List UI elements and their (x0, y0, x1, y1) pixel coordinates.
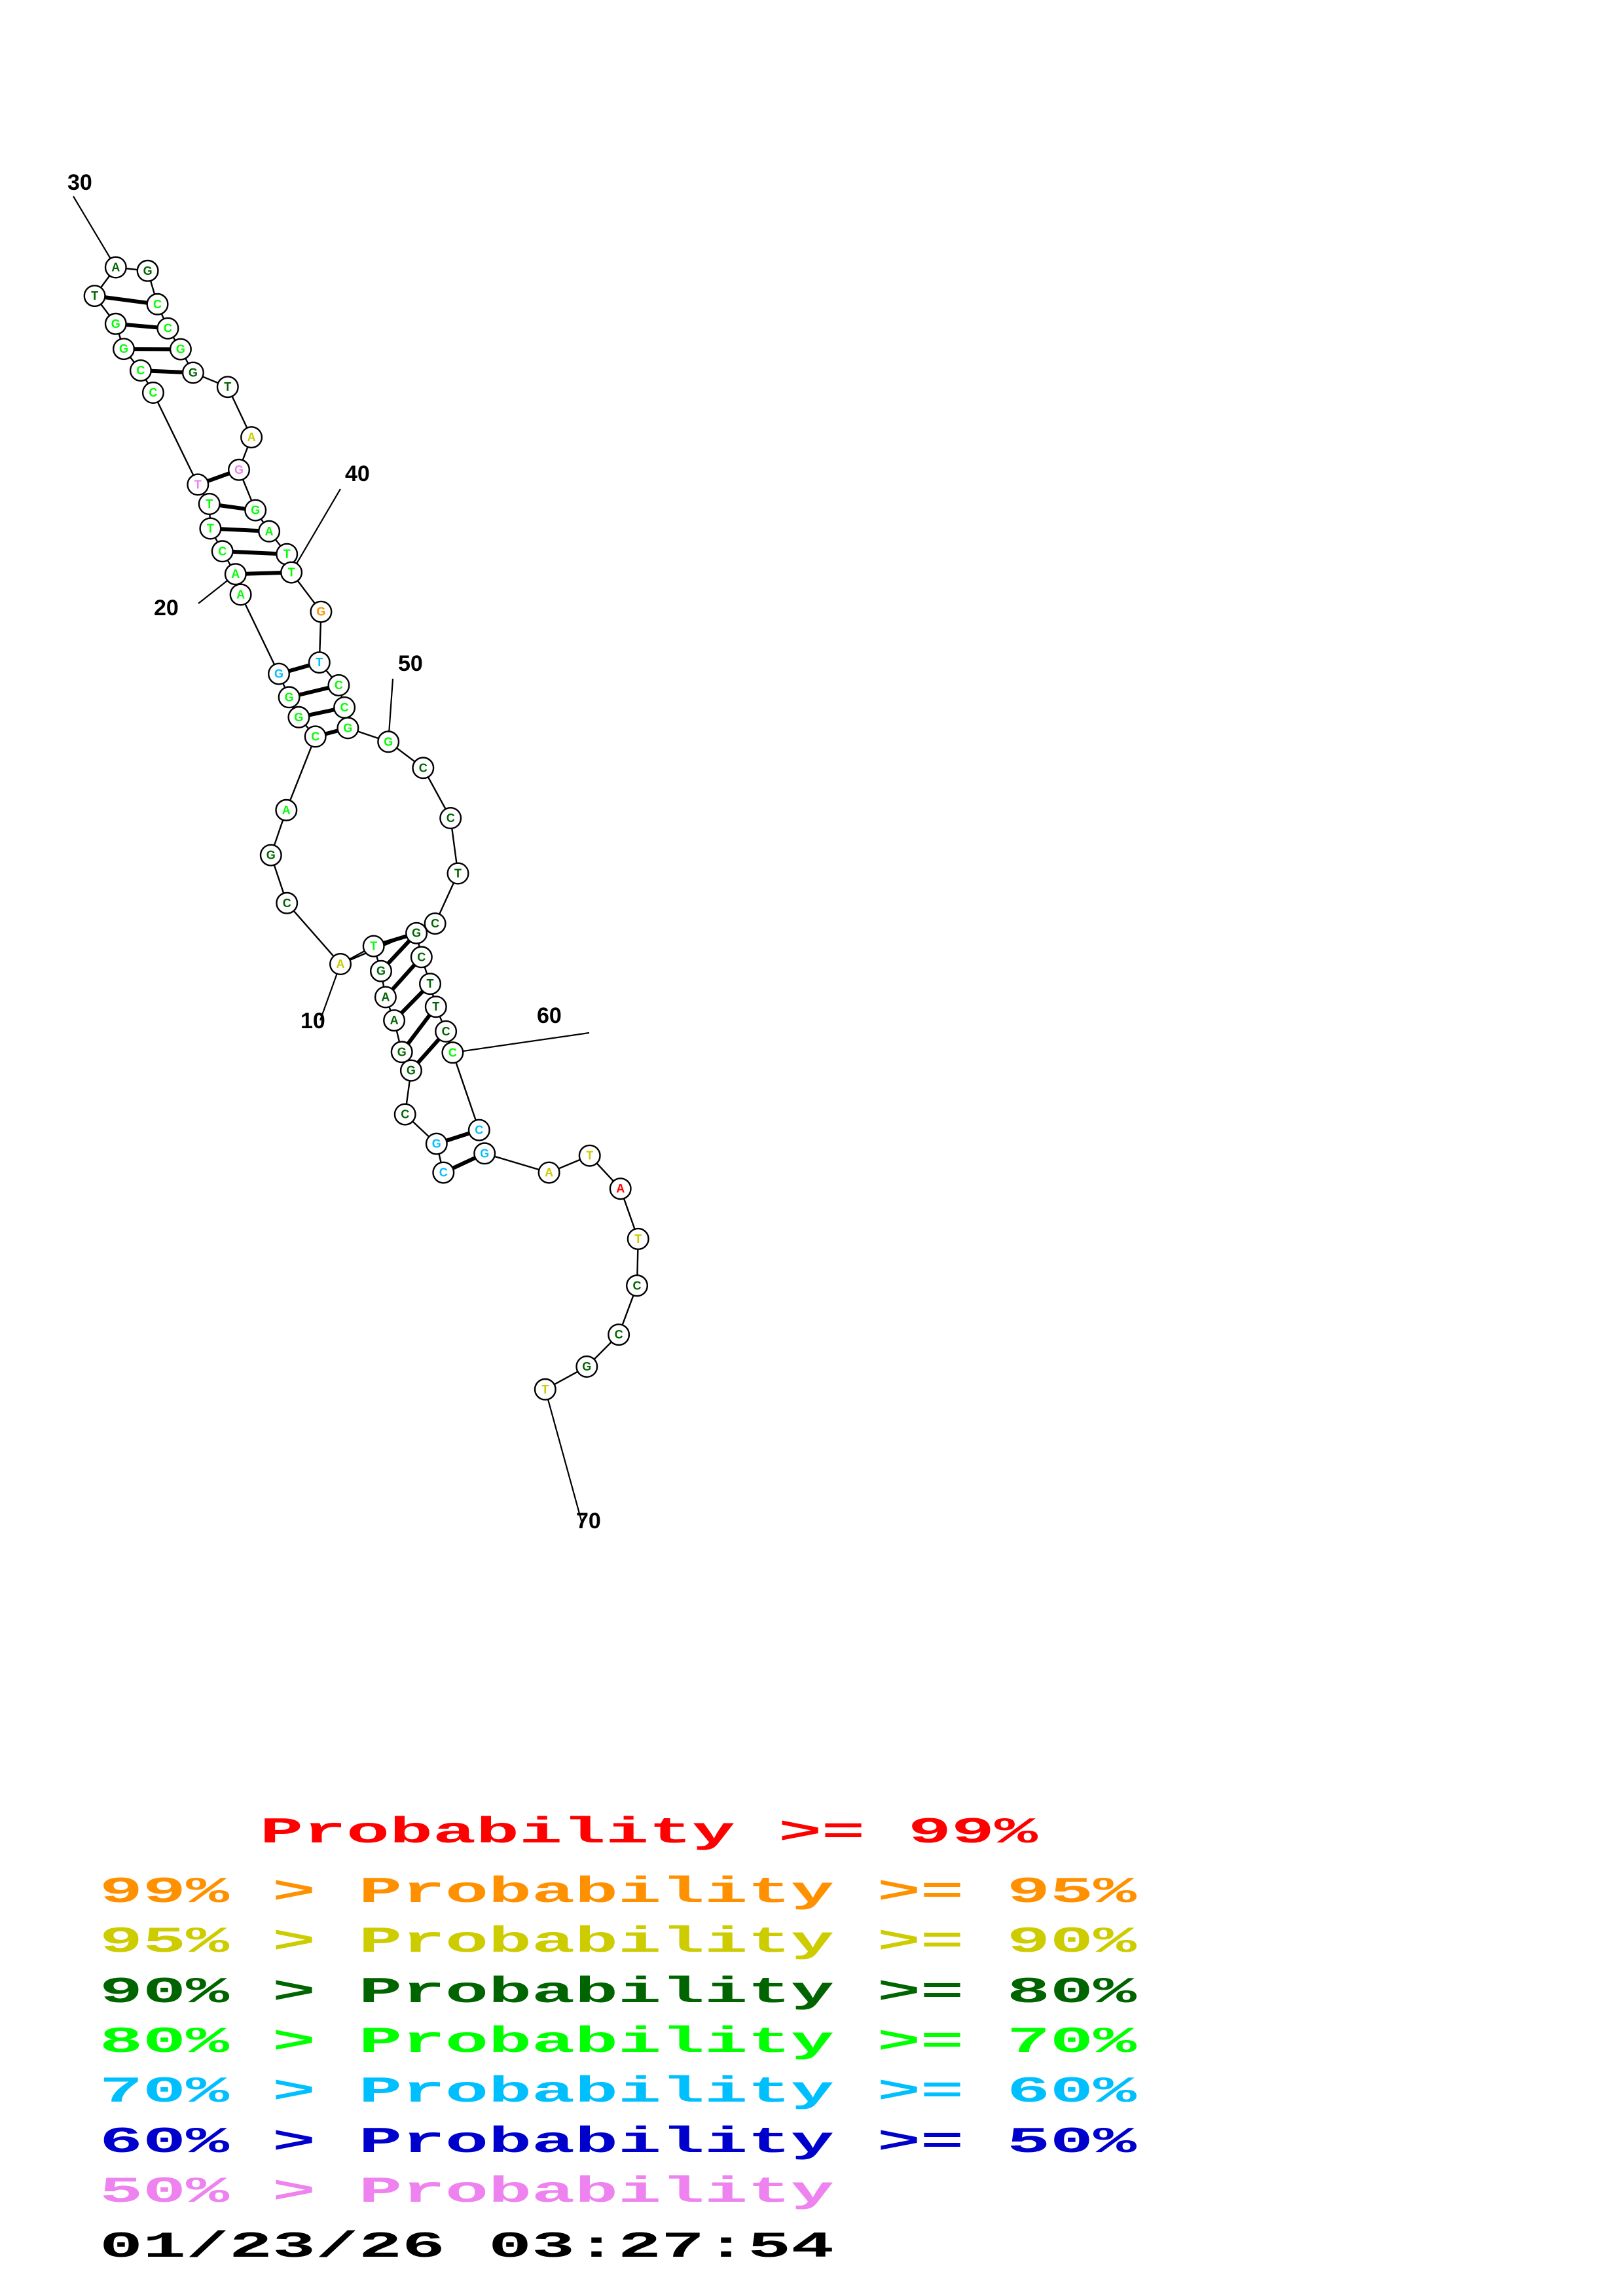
svg-text:C: C (218, 545, 227, 558)
svg-text:C: C (283, 897, 291, 910)
svg-text:C: C (431, 917, 439, 930)
svg-text:G: G (111, 317, 120, 331)
svg-text:A: A (390, 1014, 399, 1027)
svg-text:60: 60 (537, 1003, 562, 1028)
svg-text:20: 20 (154, 596, 179, 620)
svg-text:A: A (111, 261, 120, 274)
svg-text:C: C (439, 1166, 448, 1179)
svg-text:C: C (419, 761, 428, 774)
svg-text:C: C (340, 701, 349, 714)
svg-text:G: G (251, 504, 260, 517)
svg-text:G: G (266, 849, 276, 862)
svg-text:G: G (119, 342, 128, 355)
svg-text:C: C (633, 1279, 642, 1292)
svg-text:G: G (234, 463, 244, 476)
svg-text:C: C (164, 322, 172, 335)
svg-text:A: A (545, 1166, 553, 1179)
svg-text:G: G (582, 1360, 591, 1373)
svg-text:G: G (285, 691, 294, 704)
svg-text:G: G (384, 735, 393, 748)
svg-text:60% > Probability >= 50%: 60% > Probability >= 50% (100, 2122, 1137, 2164)
svg-text:G: G (294, 711, 303, 724)
svg-text:C: C (417, 950, 426, 963)
svg-text:T: T (194, 478, 202, 491)
svg-text:C: C (335, 679, 343, 692)
svg-text:G: G (480, 1147, 489, 1160)
svg-text:A: A (616, 1182, 625, 1195)
svg-text:G: G (274, 668, 283, 681)
svg-text:T: T (316, 656, 323, 669)
svg-text:A: A (337, 958, 345, 971)
svg-text:80% > Probability >= 70%: 80% > Probability >= 70% (100, 2022, 1137, 2064)
svg-text:C: C (615, 1328, 623, 1341)
svg-text:T: T (283, 548, 291, 561)
svg-text:95% > Probability >= 90%: 95% > Probability >= 90% (100, 1922, 1137, 1964)
svg-text:Probability >= 99%: Probability >= 99% (260, 1812, 1038, 1854)
svg-text:C: C (475, 1124, 483, 1137)
svg-text:C: C (311, 730, 319, 743)
svg-text:T: T (454, 867, 462, 880)
svg-text:C: C (447, 812, 455, 825)
svg-text:C: C (136, 364, 145, 377)
svg-text:G: G (189, 367, 198, 380)
svg-text:A: A (381, 991, 390, 1004)
svg-text:C: C (149, 386, 157, 399)
svg-text:G: G (432, 1138, 441, 1151)
svg-text:T: T (206, 497, 213, 511)
svg-text:G: G (407, 1064, 416, 1077)
svg-text:T: T (586, 1149, 593, 1162)
svg-text:99% > Probability >= 95%: 99% > Probability >= 95% (100, 1872, 1137, 1914)
svg-text:A: A (236, 588, 245, 601)
svg-text:90% > Probability >= 80%: 90% > Probability >= 80% (100, 1972, 1137, 2014)
svg-text:40: 40 (345, 461, 370, 486)
svg-text:G: G (412, 927, 421, 940)
svg-text:T: T (541, 1383, 549, 1396)
svg-text:T: T (91, 289, 98, 302)
svg-text:70: 70 (576, 1509, 601, 1534)
svg-text:G: G (143, 264, 153, 278)
svg-text:G: G (397, 1045, 407, 1058)
svg-text:T: T (427, 977, 434, 990)
svg-text:C: C (448, 1046, 457, 1059)
svg-text:C: C (401, 1108, 409, 1121)
svg-text:T: T (634, 1232, 642, 1246)
svg-text:70% > Probability >= 60%: 70% > Probability >= 60% (100, 2072, 1137, 2113)
svg-text:G: G (176, 343, 185, 356)
svg-text:50: 50 (398, 651, 423, 676)
svg-text:T: T (288, 566, 295, 579)
svg-text:G: G (376, 965, 386, 978)
svg-text:A: A (247, 431, 256, 444)
svg-text:10: 10 (301, 1009, 325, 1033)
svg-text:G: G (316, 605, 325, 619)
svg-text:T: T (370, 940, 377, 953)
svg-text:T: T (224, 380, 231, 393)
svg-text:A: A (231, 567, 240, 581)
svg-text:50% > Probability: 50% > Probability (100, 2172, 834, 2214)
svg-text:C: C (153, 298, 162, 311)
svg-text:A: A (265, 525, 274, 538)
svg-text:A: A (282, 804, 291, 817)
svg-text:T: T (207, 522, 214, 535)
svg-text:C: C (442, 1025, 450, 1038)
svg-text:G: G (343, 721, 352, 734)
svg-text:30: 30 (67, 170, 92, 195)
svg-text:T: T (432, 1000, 439, 1013)
svg-text:01/23/26 03:27:54: 01/23/26 03:27:54 (100, 2227, 834, 2269)
